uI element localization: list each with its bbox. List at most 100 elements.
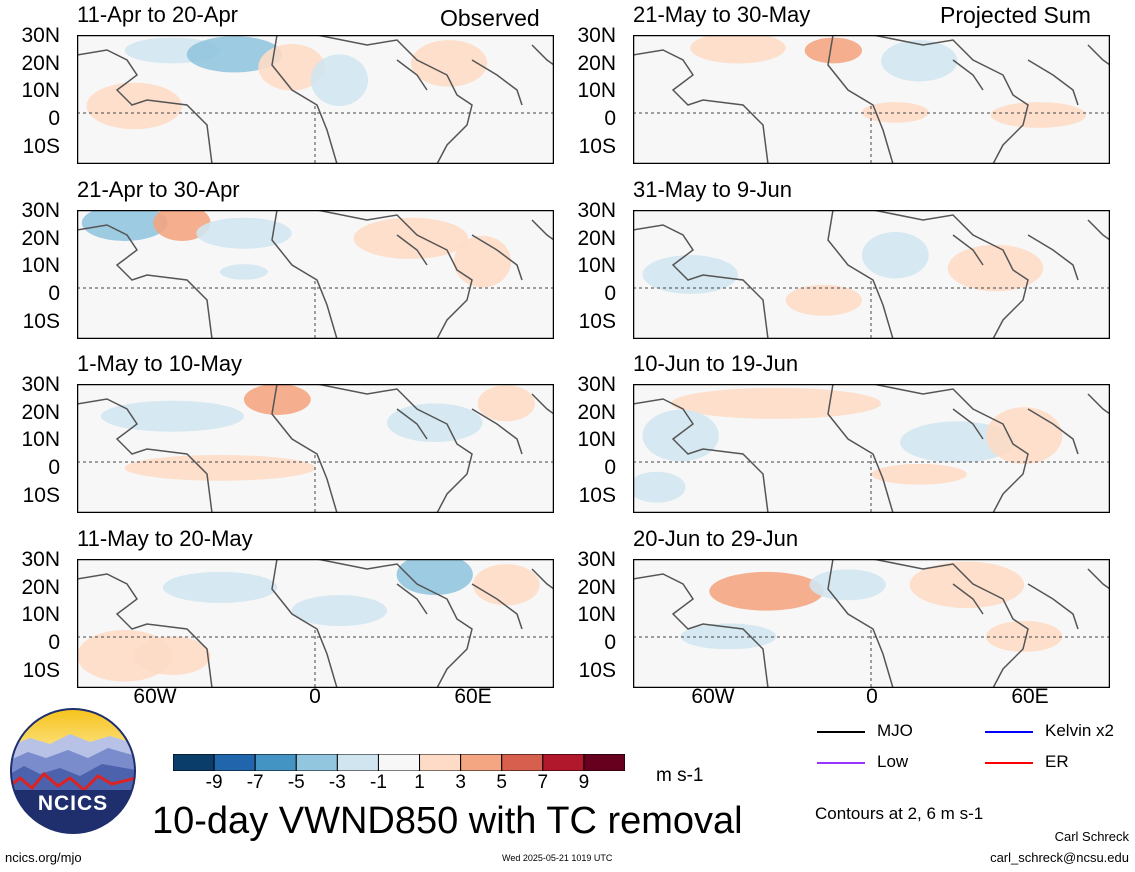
colorbar-swatch bbox=[336, 753, 379, 772]
lon-label-60w-right: 60W bbox=[691, 685, 735, 708]
map-panel bbox=[77, 210, 554, 339]
wind-anomaly-shading bbox=[680, 623, 777, 650]
lat-label: 0 bbox=[48, 456, 60, 480]
lat-label: 10S bbox=[578, 658, 616, 682]
lat-label: 0 bbox=[604, 282, 616, 306]
wind-anomaly-shading bbox=[881, 40, 958, 82]
colorbar-swatch bbox=[460, 753, 503, 772]
lat-label: 0 bbox=[48, 282, 60, 306]
colorbar-tick-label: 1 bbox=[414, 772, 425, 793]
lat-label: 10N bbox=[21, 603, 60, 627]
wind-anomaly-shading bbox=[909, 561, 1025, 609]
legend-kelvin: Kelvin x2 bbox=[985, 721, 1114, 741]
lat-label: 10S bbox=[578, 483, 616, 507]
wind-anomaly-shading bbox=[124, 454, 316, 481]
panel-border bbox=[77, 559, 554, 688]
lat-label: 0 bbox=[48, 107, 60, 131]
coastline bbox=[633, 559, 1110, 688]
colorbar-tick-label: -9 bbox=[205, 772, 223, 793]
panel-border bbox=[633, 384, 1110, 513]
wind-anomaly-shading bbox=[804, 37, 862, 64]
wind-anomaly-shading bbox=[633, 471, 686, 503]
lat-label: 10N bbox=[21, 254, 60, 278]
lat-label: 30N bbox=[21, 199, 60, 222]
legend-mjo: MJO bbox=[817, 721, 913, 741]
wind-anomaly-shading bbox=[642, 255, 738, 294]
lat-label: 30N bbox=[577, 373, 616, 396]
colorbar-tick-label: 5 bbox=[496, 772, 507, 793]
colorbar-tick-label: 7 bbox=[537, 772, 549, 793]
wind-anomaly-shading bbox=[990, 102, 1087, 128]
panel-border bbox=[633, 559, 1110, 688]
colorbar-tick-label: 3 bbox=[455, 772, 466, 793]
wind-anomaly-shading bbox=[387, 403, 483, 443]
map-panel bbox=[633, 559, 1110, 688]
lat-label: 20N bbox=[577, 51, 616, 75]
lat-label: 20N bbox=[577, 226, 616, 250]
wind-anomaly-shading bbox=[871, 463, 967, 485]
panel-border bbox=[77, 210, 554, 339]
map-panel bbox=[77, 35, 554, 164]
lat-label: 20N bbox=[577, 400, 616, 424]
wind-anomaly-shading bbox=[985, 620, 1063, 652]
panel-title: 31-May to 9-Jun bbox=[633, 177, 792, 202]
panel-border bbox=[633, 210, 1110, 339]
colorbar bbox=[172, 753, 626, 772]
colorbar-swatch bbox=[377, 753, 421, 772]
legend-low-label: Low bbox=[877, 752, 909, 771]
coastline bbox=[77, 384, 554, 513]
lat-label: 10S bbox=[578, 309, 616, 333]
wind-anomaly-shading bbox=[453, 235, 512, 288]
observed-header: Observed bbox=[440, 5, 540, 31]
lon-label-60w-left: 60W bbox=[133, 685, 177, 708]
wind-anomaly-shading bbox=[134, 636, 211, 676]
lat-label: 10S bbox=[22, 309, 60, 333]
map-panel bbox=[633, 384, 1110, 513]
colorbar-swatch bbox=[172, 753, 215, 772]
lat-label: 30N bbox=[577, 199, 616, 222]
lat-label: 0 bbox=[604, 456, 616, 480]
lat-label: 20N bbox=[577, 575, 616, 599]
colorbar-swatch bbox=[295, 753, 338, 772]
colorbar-tick-label: -1 bbox=[370, 772, 387, 793]
lat-label: 10N bbox=[577, 254, 616, 278]
lon-label-60e-left: 60E bbox=[454, 685, 492, 708]
colorbar-tick-label: -5 bbox=[287, 772, 305, 793]
lat-label: 10S bbox=[22, 134, 60, 158]
lat-label: 30N bbox=[21, 24, 60, 47]
wind-anomaly-shading bbox=[900, 421, 1015, 463]
lat-label: 10N bbox=[577, 79, 616, 103]
map-panel bbox=[77, 559, 554, 688]
lat-label: 20N bbox=[21, 51, 60, 75]
wind-anomaly-shading bbox=[196, 217, 292, 249]
legend-kelvin-line bbox=[985, 730, 1033, 733]
legend-er-label: ER bbox=[1045, 752, 1069, 771]
lon-label-0-left: 0 bbox=[309, 685, 321, 708]
lat-label: 0 bbox=[48, 631, 60, 655]
wind-anomaly-shading bbox=[642, 409, 719, 462]
colorbar-tick-label: 9 bbox=[578, 772, 590, 793]
footer-url[interactable]: ncics.org/mjo bbox=[5, 850, 82, 865]
wind-anomaly-shading bbox=[81, 210, 168, 241]
map-panel bbox=[633, 35, 1110, 164]
lat-label: 10S bbox=[22, 658, 60, 682]
colorbar-units: m s-1 bbox=[656, 765, 704, 786]
legend-er-line bbox=[985, 761, 1033, 764]
panel-title: 20-Jun to 29-Jun bbox=[633, 526, 799, 551]
wind-anomaly-shading bbox=[671, 387, 882, 419]
colorbar-swatch bbox=[501, 753, 544, 772]
coastline bbox=[77, 559, 554, 688]
legend-mjo-line bbox=[817, 730, 865, 733]
wind-anomaly-shading bbox=[310, 54, 368, 106]
panel-border bbox=[77, 35, 554, 164]
logo-text: NCICS bbox=[37, 792, 109, 815]
map-panel bbox=[77, 384, 554, 513]
wind-anomaly-shading bbox=[809, 569, 886, 601]
lat-label: 30N bbox=[577, 24, 616, 47]
wind-anomaly-shading bbox=[186, 36, 283, 73]
footer-email[interactable]: carl_schreck@ncsu.edu bbox=[990, 850, 1129, 865]
wind-anomaly-shading bbox=[100, 400, 244, 432]
wind-anomaly-shading bbox=[861, 231, 929, 279]
panel-title: 10-Jun to 19-Jun bbox=[633, 351, 799, 376]
lat-label: 10N bbox=[577, 603, 616, 627]
